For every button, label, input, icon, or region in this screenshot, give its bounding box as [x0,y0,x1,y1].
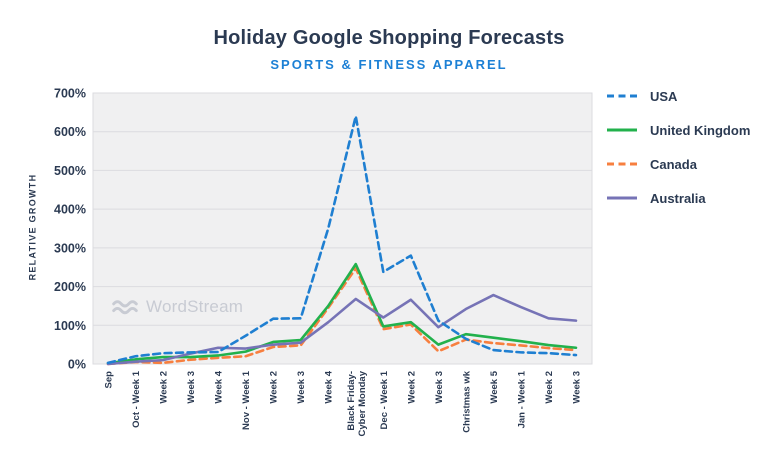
x-axis-tick-label: Week 3 [296,371,307,404]
y-axis-tick-label: 100% [54,319,86,333]
dashed-line-swatch-icon [607,162,637,166]
solid-line-swatch-icon [607,196,637,200]
y-axis-tick-label: 300% [54,241,86,255]
x-axis-tick-label: Week 2 [269,371,280,404]
x-axis-tick-label: Sep [104,371,115,389]
legend-label: Canada [650,156,697,172]
legend-item-usa: USA [607,87,750,105]
x-axis-tick-label: Black Friday- [346,371,357,431]
x-axis-tick-label: Week 3 [434,371,445,404]
watermark: WordStream [112,297,243,317]
x-axis-tick-label: Week 4 [214,370,225,403]
x-axis-tick-label: Week 2 [544,371,555,404]
y-axis-tick-label: 700% [54,87,86,101]
watermark-label: WordStream [146,297,244,316]
x-axis-tick-label: Week 3 [572,371,583,404]
legend-item-australia: Australia [607,189,750,207]
x-axis-tick-label: Jan - Week 1 [516,370,527,428]
y-axis-tick-label: 400% [54,203,86,217]
chart-title: Holiday Google Shopping Forecasts [213,27,565,49]
solid-line-swatch-icon [607,128,637,132]
series-line-usa [106,114,578,365]
legend-label: United Kingdom [650,122,751,138]
y-axis-tick-label: 600% [54,125,86,139]
legend-item-united-kingdom: United Kingdom [607,121,750,139]
series-line-united-kingdom [106,262,578,365]
plot-area [92,92,593,365]
legend-item-canada: Canada [607,155,750,173]
x-axis-tick-label: Christmas wk [461,370,472,432]
x-axis-tick-label: Week 5 [489,370,500,403]
double-wave-icon [112,300,138,315]
legend-label: USA [650,88,678,104]
y-axis-tick-label: 0% [68,358,86,372]
x-axis-tick-label: Cyber Monday [357,370,368,436]
y-axis-tick-label: 200% [54,280,86,294]
chart-subtitle: SPORTS & FITNESS APPAREL [270,57,508,72]
legend: USA United Kingdom Canada Australia [607,87,750,223]
x-axis-tick-label: Week 3 [186,371,197,404]
dashed-line-swatch-icon [607,94,637,98]
x-axis-tick-label: Week 4 [324,370,335,403]
y-axis-tick-label: 500% [54,164,86,178]
x-axis-tick-label: Oct - Week 1 [131,370,142,428]
x-axis-tick-label: Week 2 [159,371,170,404]
x-axis-tick-label: Dec - Week 1 [379,370,390,429]
series-line-australia [106,293,578,366]
x-axis-tick-label: Nov - Week 1 [241,370,252,430]
series-line-canada [106,267,578,366]
legend-label: Australia [650,190,706,206]
x-axis-tick-label: Week 2 [406,371,417,404]
